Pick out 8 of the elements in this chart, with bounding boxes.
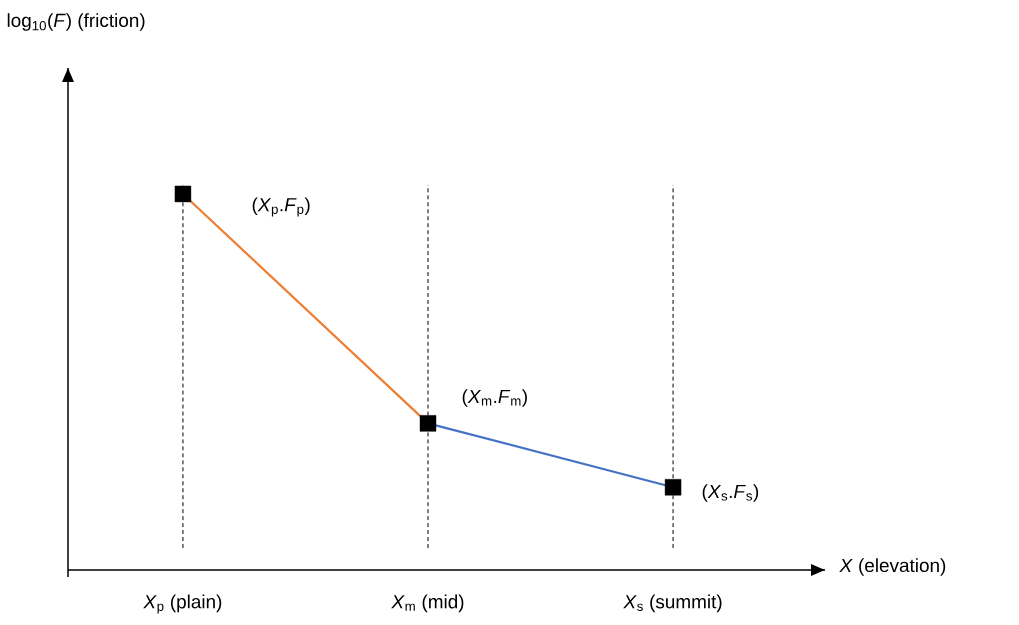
x-tick-label: X$_{p}$ (plain) [143, 594, 222, 614]
annotation: (X$_{p}$.F$_{p}$) [252, 197, 310, 217]
annotation: (X$_{s}$.F$_{s}$) [702, 484, 759, 502]
annotation: (X$_{m}$.F$_{m}$) [462, 389, 527, 407]
x-axis-title: X (elevation) [839, 558, 946, 576]
text: log$_{10}$(F) (friction) [7, 13, 145, 31]
x-tick-label: X$_{m}$ (mid) [391, 594, 464, 613]
x-tick-label: X$_{s}$ (summit) [623, 594, 722, 613]
